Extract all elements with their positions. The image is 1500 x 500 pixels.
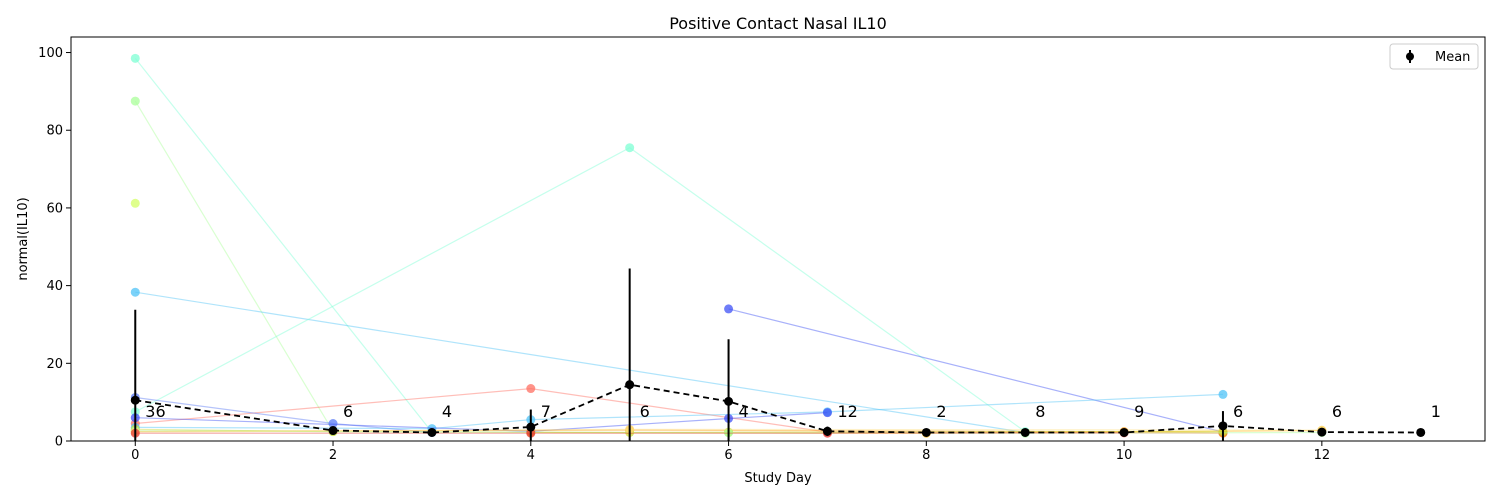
x-tick-label: 12 (1314, 448, 1331, 463)
series-point (328, 419, 338, 429)
series-line (135, 429, 1224, 434)
series-4 (130, 143, 1030, 437)
series-point (130, 53, 140, 63)
mean-point (526, 422, 536, 432)
y-tick-label: 80 (46, 124, 63, 139)
series-point (625, 143, 635, 153)
series-point (1218, 389, 1228, 399)
chart-title: Positive Contact Nasal IL10 (669, 14, 887, 33)
count-label: 1 (1431, 402, 1441, 421)
series-point (130, 287, 140, 297)
mean-point (1317, 427, 1327, 437)
series-line (135, 146, 1026, 433)
x-tick-label: 0 (131, 448, 139, 463)
series-6 (724, 304, 1228, 437)
count-label: 8 (1035, 402, 1045, 421)
series-8 (130, 389, 1228, 434)
x-tick-label: 6 (724, 448, 732, 463)
y-axis-label: normal(IL10) (16, 197, 31, 280)
mean-series-layer (130, 268, 1426, 441)
count-label: 9 (1134, 402, 1144, 421)
count-label: 4 (442, 402, 452, 421)
count-label: 7 (541, 402, 551, 421)
y-tick-label: 60 (46, 201, 63, 216)
series-point (822, 408, 832, 418)
series-line (134, 100, 334, 432)
mean-point (625, 380, 635, 390)
y-axis: 0 20 40 60 80 100 (38, 46, 71, 450)
mean-point (1416, 427, 1426, 437)
series-point (724, 304, 734, 314)
x-axis-label: Study Day (744, 471, 812, 486)
count-label: 36 (145, 402, 165, 421)
legend-marker-icon (1406, 52, 1414, 61)
count-labels-layer: 36 6 4 7 6 4 12 2 8 9 6 6 1 (145, 402, 1441, 421)
count-label: 6 (1233, 402, 1243, 421)
mean-point (328, 426, 338, 436)
x-tick-label: 4 (527, 448, 535, 463)
count-label: 4 (739, 402, 749, 421)
mean-point (724, 396, 734, 406)
legend-box (1389, 43, 1479, 70)
x-tick-label: 8 (922, 448, 930, 463)
mean-point (130, 395, 140, 405)
series-0 (130, 53, 437, 437)
count-label: 12 (837, 402, 857, 421)
x-tick-label: 10 (1116, 448, 1133, 463)
x-tick-label: 2 (329, 448, 337, 463)
series-2 (130, 198, 140, 208)
legend: Mean (1389, 43, 1479, 70)
mean-point (1218, 421, 1228, 431)
series-line (135, 387, 1224, 434)
plot-frame (70, 36, 1486, 442)
series-line (728, 308, 1224, 433)
mean-point (427, 427, 437, 437)
x-axis: 0 2 4 6 8 10 12 (131, 441, 1330, 463)
series-point (130, 96, 140, 106)
series-1 (130, 96, 338, 436)
mean-point (1020, 427, 1030, 437)
series-point (130, 198, 140, 208)
series-line (135, 291, 1026, 434)
mean-point (822, 426, 832, 436)
y-tick-label: 0 (55, 435, 63, 450)
count-label: 2 (936, 402, 946, 421)
y-tick-label: 40 (46, 279, 63, 294)
series-point (526, 384, 536, 394)
count-label: 6 (1332, 402, 1342, 421)
legend-entry-mean: Mean (1435, 50, 1470, 65)
series-line (134, 58, 433, 433)
mean-point (1119, 427, 1129, 437)
count-label: 6 (640, 402, 650, 421)
y-tick-label: 100 (38, 46, 63, 61)
y-tick-label: 20 (46, 357, 63, 372)
count-label: 6 (343, 402, 353, 421)
mean-point (921, 427, 931, 437)
